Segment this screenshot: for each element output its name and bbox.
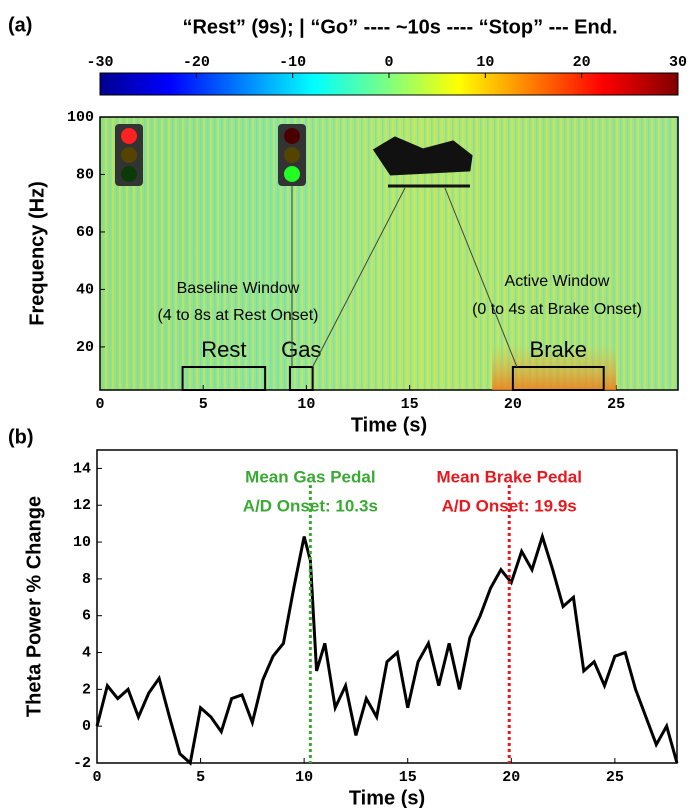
x-tick-label: 20 <box>504 396 522 413</box>
y-tick-label: 40 <box>76 281 94 298</box>
window-label: Gas <box>281 337 321 362</box>
colorbar-tick-label: 20 <box>573 54 591 71</box>
window-box <box>181 366 267 392</box>
onset-label: A/D Onset: 19.9s <box>442 496 577 515</box>
panel-label: (b) <box>8 426 34 448</box>
onset-label: A/D Onset: 10.3s <box>243 496 378 515</box>
connector <box>312 187 406 368</box>
y-tick-label: 100 <box>67 109 94 126</box>
light <box>121 166 137 182</box>
colorbar-tick-label: 30 <box>669 54 687 71</box>
light <box>284 147 300 163</box>
onset-label: Mean Brake Pedal <box>436 467 582 486</box>
light <box>284 128 300 144</box>
annotation: Active Window <box>505 273 610 290</box>
y-axis-label: Frequency (Hz) <box>26 181 48 325</box>
x-tick-label: 5 <box>196 769 205 786</box>
colorbar-tick-label: -30 <box>86 54 113 71</box>
colorbar-tick-label: 10 <box>476 54 494 71</box>
axes-frame <box>96 449 678 764</box>
y-tick-label: 14 <box>73 460 91 477</box>
window-label: Brake <box>530 337 587 362</box>
x-tick-label: 0 <box>95 396 104 413</box>
y-tick-label: -2 <box>73 755 91 772</box>
connector <box>444 187 518 368</box>
colorbar-tick-label: -10 <box>279 54 306 71</box>
window-box <box>511 366 605 392</box>
pedal-icon <box>372 136 473 188</box>
annotation: (4 to 8s at Rest Onset) <box>158 307 319 324</box>
x-tick-label: 15 <box>401 396 419 413</box>
x-axis-label: Time (s) <box>351 414 427 436</box>
light <box>284 166 300 182</box>
title: “Rest” (9s); | “Go” ---- ~10s ---- “Stop… <box>182 16 617 38</box>
y-tick-label: 60 <box>76 224 94 241</box>
annotation: Baseline Window <box>177 280 300 297</box>
x-axis-label: Time (s) <box>349 787 425 808</box>
x-tick-label: 10 <box>295 769 313 786</box>
y-tick-label: 20 <box>76 339 94 356</box>
y-tick-label: 0 <box>82 718 91 735</box>
x-tick-label: 5 <box>199 396 208 413</box>
y-tick-label: 10 <box>73 534 91 551</box>
colorbar-tick-label: 0 <box>384 54 393 71</box>
x-tick-label: 15 <box>399 769 417 786</box>
axes-frame <box>99 116 679 391</box>
data-line <box>95 531 679 766</box>
window-label: Rest <box>201 337 246 362</box>
panel-label: (a) <box>8 14 32 36</box>
light <box>121 147 137 163</box>
light <box>121 128 137 144</box>
y-tick-label: 2 <box>82 681 91 698</box>
y-tick-label: 8 <box>82 571 91 588</box>
y-axis-label: Theta Power % Change <box>23 496 45 717</box>
x-tick-label: 25 <box>606 769 624 786</box>
y-tick-label: 80 <box>76 166 94 183</box>
x-tick-label: 10 <box>297 396 315 413</box>
y-tick-label: 4 <box>82 644 91 661</box>
x-tick-label: 25 <box>607 396 625 413</box>
x-tick-label: 20 <box>502 769 520 786</box>
y-tick-label: 12 <box>73 497 91 514</box>
y-tick-label: 6 <box>82 608 91 625</box>
colorbar-tick-label: -20 <box>183 54 210 71</box>
onset-label: Mean Gas Pedal <box>245 467 375 486</box>
annotation: (0 to 4s at Brake Onset) <box>472 301 642 318</box>
window-box <box>288 366 314 392</box>
x-tick-label: 0 <box>92 769 101 786</box>
